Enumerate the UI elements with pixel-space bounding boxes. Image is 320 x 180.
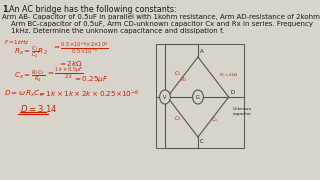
Text: $= \frac{1k \times 0.5\mu F}{2k}$: $= \frac{1k \times 0.5\mu F}{2k}$	[46, 66, 84, 81]
Text: Arm BC-capacitor of 0.5uF, Arm CD-unknown capacitor Cx and Rx in series. Frequen: Arm BC-capacitor of 0.5uF, Arm CD-unknow…	[2, 21, 313, 27]
Text: $= 1k \times 1k \times 2k \times 0.25\!\times\!10^{-6}$: $= 1k \times 1k \times 2k \times 0.25\!\…	[37, 89, 140, 100]
Text: 1kHz. Determine the unknown capacitance and dissipation f.: 1kHz. Determine the unknown capacitance …	[2, 28, 225, 34]
Text: $R_x = \frac{C_1}{C_2} R_2$: $R_x = \frac{C_1}{C_2} R_2$	[14, 44, 47, 60]
Text: Unknown
capacitor: Unknown capacitor	[233, 107, 252, 116]
Text: $D = 3.14$: $D = 3.14$	[20, 103, 58, 114]
Text: A: A	[199, 49, 203, 54]
Text: $D = \omega\, R_x C_x$: $D = \omega\, R_x C_x$	[4, 89, 44, 99]
Text: $F = 1kHz$: $F = 1kHz$	[4, 38, 29, 46]
Text: An AC bridge has the following constants:: An AC bridge has the following constants…	[9, 5, 177, 14]
Text: $C_1$: $C_1$	[174, 69, 181, 78]
Text: B: B	[162, 90, 166, 95]
Text: $R_1$: $R_1$	[180, 76, 187, 84]
Text: $= 0.25\mu F$: $= 0.25\mu F$	[73, 74, 108, 84]
Text: V: V	[163, 94, 167, 100]
Text: G: G	[196, 94, 200, 100]
Text: D: D	[230, 90, 235, 95]
Text: C: C	[199, 139, 203, 144]
Text: $= \frac{0.5\!\times\!10^{-6}\!\times\!2\!\times\!10^3}{0.5\!\times\!10^{-6}}$: $= \frac{0.5\!\times\!10^{-6}\!\times\!2…	[52, 41, 109, 57]
Text: $= 2k\Omega$: $= 2k\Omega$	[58, 59, 83, 68]
Text: $C_x$: $C_x$	[211, 116, 219, 124]
Text: $R_1=2k\Omega$: $R_1=2k\Omega$	[220, 71, 239, 79]
Text: $C_x = \frac{R_2 C_3}{R_4}$: $C_x = \frac{R_2 C_3}{R_4}$	[14, 68, 45, 84]
Text: Arm AB- Capacitor of 0.5uF in parallel with 1kohm resistance, Arm AD-resistance : Arm AB- Capacitor of 0.5uF in parallel w…	[2, 14, 320, 20]
Text: $C_2$: $C_2$	[174, 114, 181, 123]
Text: 1.: 1.	[2, 5, 11, 14]
Circle shape	[193, 90, 203, 104]
Circle shape	[160, 90, 170, 104]
